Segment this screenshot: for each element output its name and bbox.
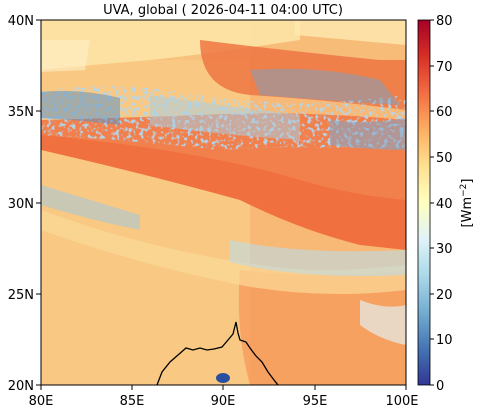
colorbar-label: [Wm−2] bbox=[459, 179, 475, 228]
colorbar-tick-label: 80 bbox=[436, 14, 453, 29]
colorbar-tick-label: 20 bbox=[436, 288, 453, 303]
x-tick-label: 90E bbox=[211, 394, 236, 409]
colorbar bbox=[417, 19, 431, 386]
y-tick-label: 20N bbox=[8, 379, 34, 394]
colorbar-tick-label: 60 bbox=[436, 105, 453, 120]
colorbar-tick-label: 50 bbox=[436, 151, 453, 166]
colorbar-tick-label: 70 bbox=[436, 60, 453, 75]
x-tick-label: 95E bbox=[303, 394, 328, 409]
x-axis bbox=[40, 385, 407, 390]
colorbar-tick-label: 40 bbox=[436, 197, 453, 212]
colorbar-tick-label: 0 bbox=[436, 379, 444, 394]
colorbar-tick-label: 30 bbox=[436, 242, 453, 257]
y-tick-label: 35N bbox=[8, 105, 34, 120]
y-tick-label: 40N bbox=[8, 14, 34, 29]
y-tick-label: 30N bbox=[8, 197, 34, 212]
x-tick-label: 80E bbox=[29, 394, 54, 409]
uva-field bbox=[41, 20, 406, 385]
y-axis bbox=[36, 19, 41, 386]
map-title: UVA, global ( 2026-04-11 04:00 UTC) bbox=[103, 3, 343, 18]
colorbar-tick-label: 10 bbox=[436, 333, 453, 348]
x-tick-label: 100E bbox=[385, 394, 418, 409]
colorbar-ticks bbox=[430, 19, 434, 386]
x-tick-label: 85E bbox=[120, 394, 145, 409]
y-tick-label: 25N bbox=[8, 288, 34, 303]
